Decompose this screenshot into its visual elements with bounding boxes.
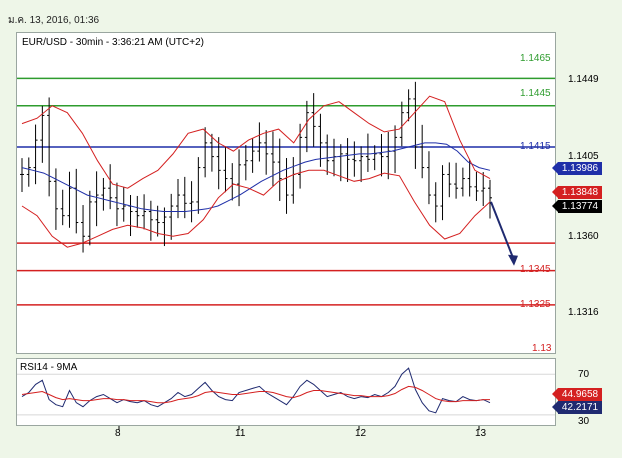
x-tick-label: 8 (115, 428, 121, 439)
level-label-resistance-2: 1.1445 (520, 88, 551, 99)
level-label-support-2: 1.1325 (520, 299, 551, 310)
current-price-marker: 1.13774 (552, 200, 602, 213)
timestamp-label: ม.ค. 13, 2016, 01:36 (8, 15, 100, 26)
rsi-title: RSI14 - 9MA (20, 362, 78, 373)
x-tick-label: 12 (355, 428, 367, 439)
rsi_ma-line (21, 385, 490, 404)
rsi-line (21, 367, 491, 414)
chart-title: EUR/USD - 30min - 3:36:21 AM (UTC+2) (22, 37, 204, 48)
band-price-marker: 1.13848 (552, 186, 602, 199)
price-chart-panel[interactable] (16, 32, 556, 354)
level-label-support-3: 1.13 (532, 343, 552, 354)
forecast-arrow-line (490, 201, 514, 259)
x-tick-label: 11 (235, 428, 246, 439)
rsi-tick-label: 70 (578, 369, 590, 380)
y-tick-label: 1.1449 (568, 74, 599, 85)
bollinger_upper-line (21, 95, 491, 189)
ma-price-marker: 1.13986 (552, 162, 602, 175)
level-label-resistance-1: 1.1465 (520, 53, 551, 64)
y-tick-label: 1.1360 (568, 231, 599, 242)
rsi-ma-marker: 44.9658 (552, 388, 602, 401)
bollinger_lower-line (21, 169, 491, 248)
y-tick-label: 1.1405 (568, 151, 599, 162)
x-tick-label: 13 (475, 428, 487, 439)
rsi-tick-label: 30 (578, 416, 590, 427)
rsi-value-marker: 42.2171 (552, 401, 602, 414)
level-label-support-1: 1.1345 (520, 264, 551, 275)
level-label-pivot: 1.1415 (520, 141, 551, 152)
ma-line (21, 142, 491, 212)
y-tick-label: 1.1316 (568, 307, 599, 318)
forecast-arrow-head (508, 254, 518, 266)
